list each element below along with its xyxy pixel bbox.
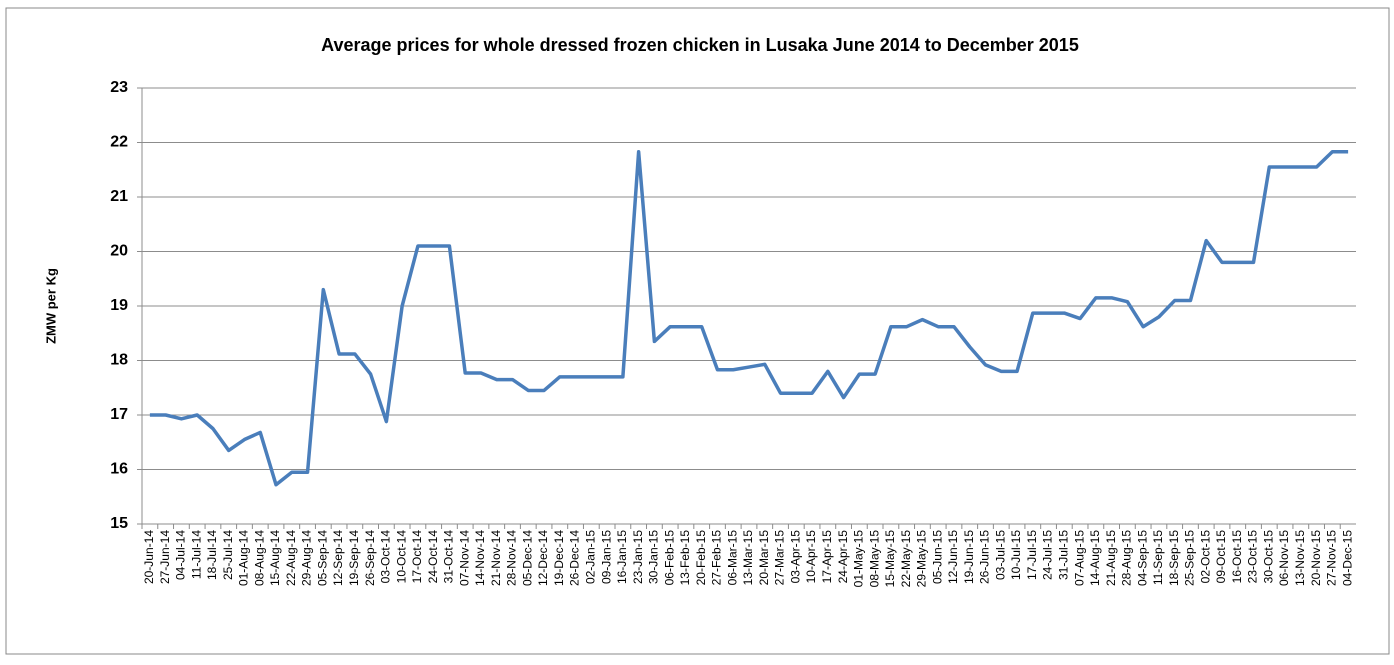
x-tick-label: 23-Jan-15 [631,530,645,584]
x-tick-label: 25-Jul-14 [221,530,235,580]
x-tick-label: 09-Oct-15 [1214,530,1228,584]
x-tick-label: 08-Aug-14 [252,530,266,586]
x-tick-label: 11-Jul-14 [189,530,203,579]
data-line [149,150,1349,487]
x-tick-label: 14-Nov-14 [473,530,487,586]
x-tick-label: 28-Nov-14 [505,530,519,586]
x-tick-label: 31-Jul-15 [1056,530,1070,580]
x-tick-label: 22-Aug-14 [284,530,298,586]
x-tick-label: 14-Aug-15 [1088,530,1102,586]
x-tick-label: 20-Feb-15 [694,530,708,586]
x-tick-label: 26-Dec-14 [568,530,582,586]
x-tick-label: 06-Feb-15 [662,530,676,586]
y-tick-label: 21 [110,188,128,205]
x-tick-label: 13-Nov-15 [1293,530,1307,586]
y-tick-label: 23 [110,79,128,96]
x-tick-label: 12-Jun-15 [946,530,960,584]
x-tick-label: 13-Feb-15 [678,530,692,586]
x-tick-label: 07-Aug-15 [1072,530,1086,586]
x-tick-label: 03-Oct-14 [379,530,393,584]
x-tick-label: 27-Nov-15 [1325,530,1339,586]
x-tick-label: 04-Sep-15 [1135,530,1149,586]
x-tick-label: 28-Aug-15 [1120,530,1134,586]
x-tick-label: 05-Sep-14 [315,530,329,586]
x-tick-label: 04-Jul-14 [174,530,188,580]
x-tick-label: 30-Oct-15 [1261,530,1275,584]
chart-title: Average prices for whole dressed frozen … [321,35,1079,55]
x-tick-label: 29-May-15 [915,530,929,588]
x-tick-label: 30-Jan-15 [647,530,661,584]
x-tick-label: 21-Nov-14 [489,530,503,586]
x-tick-label: 09-Jan-15 [599,530,613,584]
y-tick-label: 18 [110,352,128,369]
x-tick-label: 10-Oct-14 [394,530,408,584]
x-tick-label: 20-Jun-14 [142,530,156,584]
y-tick-label: 15 [110,515,128,532]
x-tick-label: 05-Jun-15 [930,530,944,584]
x-tick-label: 16-Oct-15 [1230,530,1244,584]
x-tick-label: 17-Jul-15 [1025,530,1039,580]
x-tick-label: 19-Jun-15 [962,530,976,584]
y-tick-label: 22 [110,134,128,151]
x-tick-label: 06-Nov-15 [1277,530,1291,586]
x-tick-label: 23-Oct-15 [1246,530,1260,584]
x-tick-label: 10-Apr-15 [804,530,818,584]
x-tick-label: 22-May-15 [899,530,913,588]
x-tick-label: 02-Jan-15 [584,530,598,584]
x-tick-label: 21-Aug-15 [1104,530,1118,586]
x-tick-label: 24-Apr-15 [836,530,850,584]
x-tick-label: 27-Jun-14 [158,530,172,584]
x-tick-label: 31-Oct-14 [442,530,456,584]
x-tick-label: 24-Jul-15 [1041,530,1055,580]
x-tick-label: 26-Jun-15 [978,530,992,584]
chart-border [5,7,1390,655]
x-tick-label: 18-Sep-15 [1167,530,1181,586]
x-tick-label: 27-Feb-15 [710,530,724,586]
x-tick-label: 18-Jul-14 [205,530,219,580]
x-tick-label: 10-Jul-15 [1009,530,1023,580]
x-tick-label: 08-May-15 [867,530,881,588]
x-tick-label: 25-Sep-15 [1183,530,1197,586]
y-tick-label: 20 [110,243,128,260]
x-tick-label: 15-Aug-14 [268,530,282,586]
x-tick-label: 27-Mar-15 [773,530,787,586]
x-tick-label: 06-Mar-15 [725,530,739,586]
x-tick-label: 20-Nov-15 [1309,530,1323,586]
x-tick-label: 24-Oct-14 [426,530,440,584]
x-tick-label: 12-Sep-14 [331,530,345,586]
x-tick-label: 02-Oct-15 [1198,530,1212,584]
x-tick-label: 17-Oct-14 [410,530,424,584]
x-tick-label: 16-Jan-15 [615,530,629,584]
x-tick-label: 20-Mar-15 [757,530,771,586]
x-tick-label: 13-Mar-15 [741,530,755,586]
x-tick-label: 05-Dec-14 [520,530,534,586]
x-tick-label: 07-Nov-14 [457,530,471,586]
y-axis-label: ZMW per Kg [43,268,58,344]
x-tick-label: 15-May-15 [883,530,897,588]
x-tick-label: 04-Dec-15 [1340,530,1354,586]
x-tick-label: 26-Sep-14 [363,530,377,586]
x-tick-label: 01-May-15 [852,530,866,588]
y-tick-label: 17 [110,406,128,423]
x-tick-label: 01-Aug-14 [237,530,251,586]
x-tick-label: 29-Aug-14 [300,530,314,586]
x-tick-label: 03-Apr-15 [788,530,802,584]
x-tick-label: 17-Apr-15 [820,530,834,584]
x-tick-label: 19-Sep-14 [347,530,361,586]
x-tick-label: 12-Dec-14 [536,530,550,586]
x-tick-label: 11-Sep-15 [1151,530,1165,585]
y-tick-label: 19 [110,297,128,314]
x-tick-label: 03-Jul-15 [993,530,1007,580]
x-tick-label: 19-Dec-14 [552,530,566,586]
y-tick-label: 16 [110,461,128,478]
